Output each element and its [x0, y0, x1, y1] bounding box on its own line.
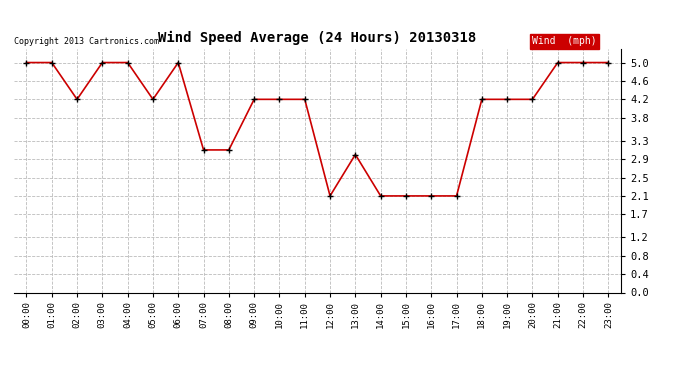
- Text: Copyright 2013 Cartronics.com: Copyright 2013 Cartronics.com: [14, 38, 159, 46]
- Title: Wind Speed Average (24 Hours) 20130318: Wind Speed Average (24 Hours) 20130318: [158, 31, 477, 45]
- Text: Wind  (mph): Wind (mph): [532, 36, 597, 46]
